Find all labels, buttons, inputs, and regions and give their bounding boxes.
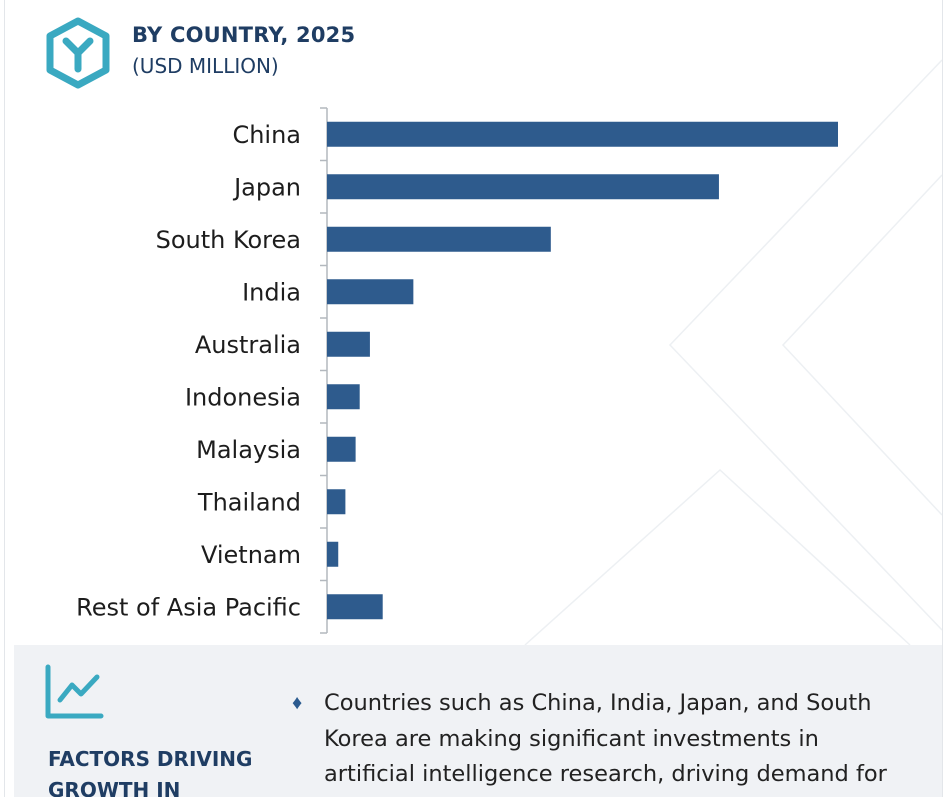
bar	[327, 226, 551, 252]
category-label: Rest of Asia Pacific	[76, 593, 301, 621]
category-label: Australia	[195, 331, 301, 359]
bar	[327, 174, 719, 200]
bar	[327, 436, 356, 462]
category-label: Vietnam	[201, 541, 301, 569]
bar	[327, 541, 339, 567]
category-label: Indonesia	[185, 383, 301, 411]
category-label: Japan	[232, 173, 301, 201]
bar	[327, 121, 838, 147]
chart-subtitle: (USD MILLION)	[132, 54, 279, 78]
background-chevron-decoration	[524, 59, 942, 646]
bar	[327, 384, 360, 410]
category-label: South Korea	[156, 226, 301, 254]
bar	[327, 594, 383, 620]
diamond-bullet-icon: ♦	[292, 692, 303, 714]
hexagon-y-logo-icon	[46, 17, 110, 89]
category-label: India	[242, 278, 301, 306]
trend-chart-icon	[45, 664, 104, 719]
chart-card: BY COUNTRY, 2025 (USD MILLION) China Japa…	[4, 0, 943, 797]
bar	[327, 331, 370, 357]
factor-bullet-text: Countries such as China, India, Japan, a…	[324, 690, 887, 787]
bar	[327, 279, 414, 305]
factors-panel	[14, 645, 942, 797]
chart-title: BY COUNTRY, 2025	[132, 23, 356, 47]
category-label: Malaysia	[196, 436, 301, 464]
category-label: Thailand	[197, 488, 301, 516]
bar-chart: China Japan South Korea India Australia Indon…	[76, 107, 838, 634]
category-label: China	[232, 121, 301, 149]
bar	[327, 489, 346, 515]
factors-title: FACTORS DRIVING GROWTH IN	[48, 747, 253, 797]
